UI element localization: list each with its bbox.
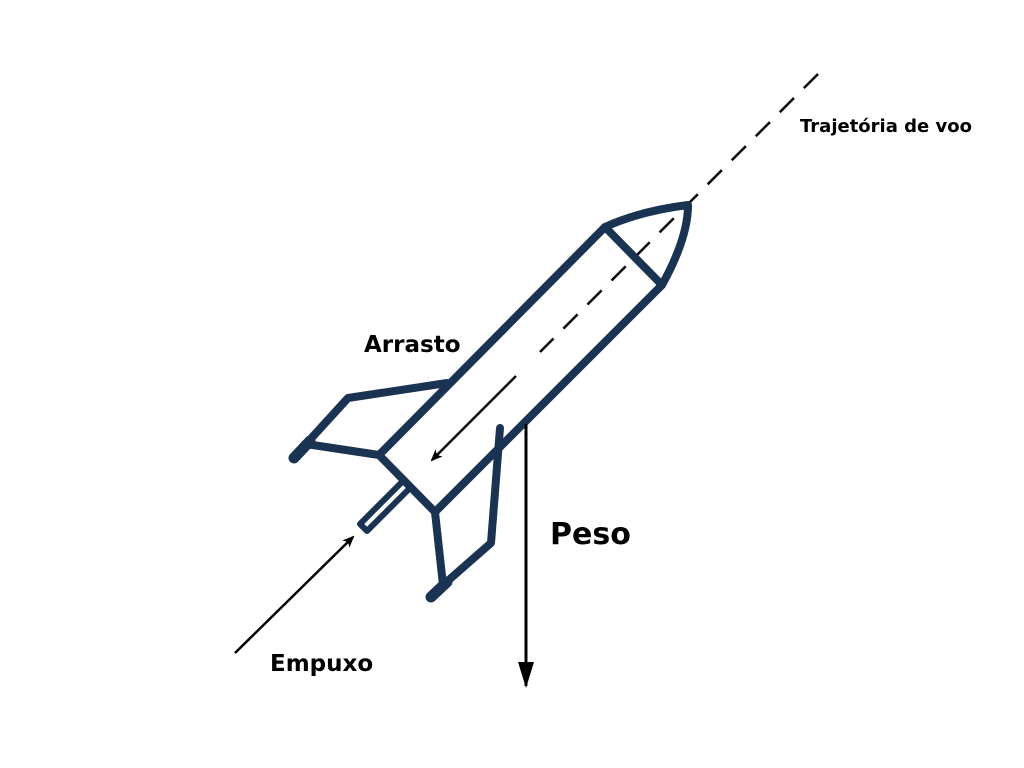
- thrust-arrow: [234, 535, 355, 654]
- trajectory-label: Trajetória de voo: [800, 116, 972, 137]
- rocket-fin-lower: [431, 424, 504, 589]
- drag-label: Arrasto: [364, 332, 461, 358]
- rocket-body: [375, 223, 666, 516]
- rocket-nozzle: [357, 477, 414, 534]
- thrust-label: Empuxo: [270, 651, 373, 677]
- rocket-fin-upper: [302, 379, 451, 459]
- rocket-nose-cone: [601, 201, 692, 289]
- weight-label: Peso: [550, 517, 631, 552]
- rocket: [288, 201, 692, 603]
- flight-path-line: [539, 73, 819, 353]
- rocket-fin-upper-tip: [288, 435, 316, 464]
- drag-arrow: [430, 375, 517, 462]
- rocket-fin-lower-tip: [425, 576, 453, 603]
